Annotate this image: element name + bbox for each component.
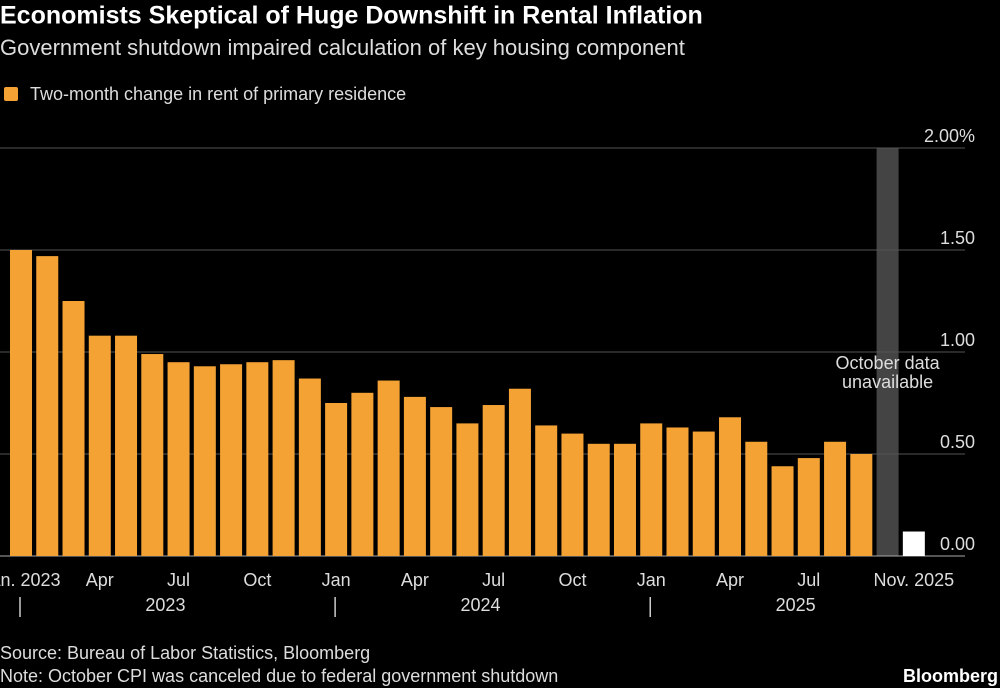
- bar: [692, 431, 715, 556]
- bar: [272, 360, 295, 556]
- bar: [666, 427, 689, 556]
- bar: [508, 388, 531, 556]
- bar: [561, 433, 584, 556]
- bar: [850, 454, 873, 556]
- legend-swatch: [4, 87, 18, 101]
- bar: [613, 443, 636, 556]
- x-tick-label: Jul: [167, 570, 190, 590]
- x-tick-label: Apr: [401, 570, 429, 590]
- bar: [535, 425, 558, 556]
- year-label: 2024: [461, 595, 501, 615]
- y-tick-label: 1.50: [940, 228, 975, 248]
- bar: [587, 443, 610, 556]
- x-tick-label: Apr: [86, 570, 114, 590]
- bar: [902, 531, 925, 556]
- year-label: 2023: [145, 595, 185, 615]
- bar: [351, 392, 374, 556]
- chart-title: Economists Skeptical of Huge Downshift i…: [0, 2, 703, 30]
- x-tick-label: Nov. 2025: [873, 570, 954, 590]
- annotation: unavailable: [842, 372, 933, 392]
- bar: [298, 378, 321, 556]
- y-tick-label: 0.50: [940, 432, 975, 452]
- brand: Bloomberg: [903, 666, 998, 686]
- x-tick-label: Jan. 2023: [0, 570, 61, 590]
- bar: [167, 362, 190, 556]
- bar: [377, 380, 400, 556]
- y-tick-label: 2.00%: [924, 126, 975, 146]
- bar: [430, 407, 453, 556]
- y-tick-label: 0.00: [940, 534, 975, 554]
- bar: [246, 362, 269, 556]
- note: Note: October CPI was canceled due to fe…: [0, 666, 558, 686]
- bar: [403, 396, 426, 556]
- bar: [719, 417, 742, 556]
- bar: [482, 405, 505, 556]
- source: Source: Bureau of Labor Statistics, Bloo…: [0, 643, 370, 663]
- bar: [797, 458, 820, 556]
- x-tick-label: Oct: [558, 570, 586, 590]
- bar: [115, 335, 138, 556]
- x-tick-label: Jan: [322, 570, 351, 590]
- annotation: October data: [836, 353, 941, 373]
- bar: [824, 441, 847, 556]
- x-tick-label: Jan: [637, 570, 666, 590]
- chart-subtitle: Government shutdown impaired calculation…: [0, 35, 685, 60]
- bar: [220, 364, 243, 556]
- bar: [10, 250, 32, 556]
- year-label: 2025: [776, 595, 816, 615]
- bar: [745, 441, 768, 556]
- bar: [193, 366, 216, 556]
- bar: [141, 354, 164, 556]
- x-tick-label: Jul: [482, 570, 505, 590]
- x-tick-label: Jul: [797, 570, 820, 590]
- bar: [771, 466, 794, 556]
- x-tick-label: Apr: [716, 570, 744, 590]
- bar: [88, 335, 111, 556]
- bar: [325, 403, 348, 556]
- legend-label: Two-month change in rent of primary resi…: [30, 84, 406, 104]
- y-tick-label: 1.00: [940, 330, 975, 350]
- bar: [36, 256, 59, 556]
- bar: [62, 301, 85, 556]
- bar: [456, 423, 479, 556]
- x-tick-label: Oct: [243, 570, 271, 590]
- bar: [640, 423, 663, 556]
